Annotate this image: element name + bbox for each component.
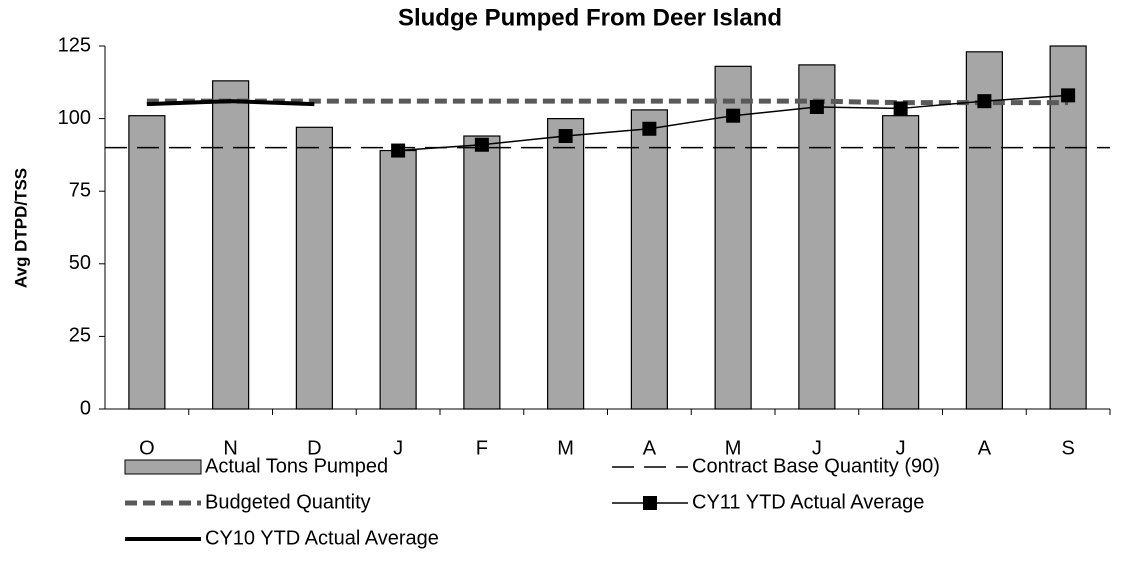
x-tick-label: O [139,437,155,459]
y-axis-label: Avg DTPD/TSS [11,168,30,288]
x-tick-label: M [725,437,742,459]
x-tick-label: S [1061,437,1074,459]
bar [714,65,752,410]
y-tick-label: 0 [80,397,91,419]
legend-label: Contract Base Quantity (90) [692,455,940,477]
x-tick-label: A [978,437,992,459]
marker [474,137,489,152]
x-tick-label: J [896,437,906,459]
marker [893,101,908,116]
y-tick-label: 100 [58,107,91,129]
legend-label: CY11 YTD Actual Average [692,491,924,513]
bar [212,80,250,410]
bar [882,115,920,410]
legend-label: Budgeted Quantity [205,491,371,513]
y-tick-label: 50 [69,252,91,274]
y-tick-label: 25 [69,325,91,347]
marker [642,121,657,136]
marker [977,94,992,109]
legend-label: Actual Tons Pumped [205,455,388,477]
x-tick-label: N [223,437,237,459]
marker [558,129,573,144]
legend-marker [643,496,657,510]
bar [965,51,1003,410]
legend-label: CY10 YTD Actual Average [205,527,439,549]
bar [128,115,166,410]
marker [726,108,741,123]
bar [630,109,668,410]
marker [391,143,406,158]
legend-symbol [124,459,202,475]
line [146,99,315,107]
marker [809,99,824,114]
x-tick-label: A [643,437,657,459]
bar [463,135,501,410]
y-tick-label: 125 [58,34,91,56]
chart-title: Sludge Pumped From Deer Island [398,4,782,31]
y-tick-label: 75 [69,179,91,201]
line [146,98,1069,106]
bar [547,117,585,410]
bar [798,64,836,410]
x-tick-label: J [393,437,403,459]
marker [1061,88,1076,103]
bar [295,126,333,410]
x-tick-label: F [476,437,488,459]
x-tick-label: D [307,437,321,459]
bar [379,149,417,410]
x-tick-label: J [812,437,822,459]
x-tick-label: M [557,437,574,459]
